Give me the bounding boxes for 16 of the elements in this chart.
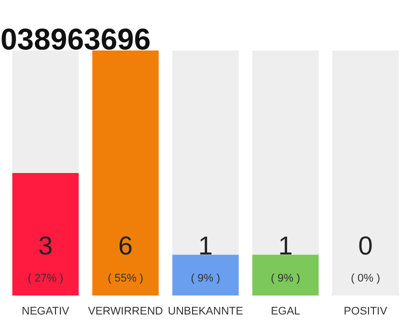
annotation: ( 9% ) [190, 272, 220, 284]
data-label: 1 [198, 230, 213, 260]
x-tick-label: VERWIRREND [88, 306, 164, 318]
data-label: 0 [358, 230, 373, 260]
annotation: ( 55% ) [108, 272, 144, 284]
data-label: 3 [38, 230, 53, 260]
annotation: ( 27% ) [28, 272, 64, 284]
x-tick-label: UNBEKANNTE [168, 306, 244, 318]
data-label: 6 [118, 230, 133, 260]
x-tick-label: POSITIV [344, 306, 388, 318]
x-tick-label: NEGATIV [22, 306, 70, 318]
annotation: ( 9% ) [270, 272, 300, 284]
data-label: 1 [278, 230, 293, 260]
chart-title: 038963696 [0, 24, 151, 56]
x-tick-label: EGAL [270, 306, 300, 318]
annotation: ( 0% ) [350, 272, 380, 284]
